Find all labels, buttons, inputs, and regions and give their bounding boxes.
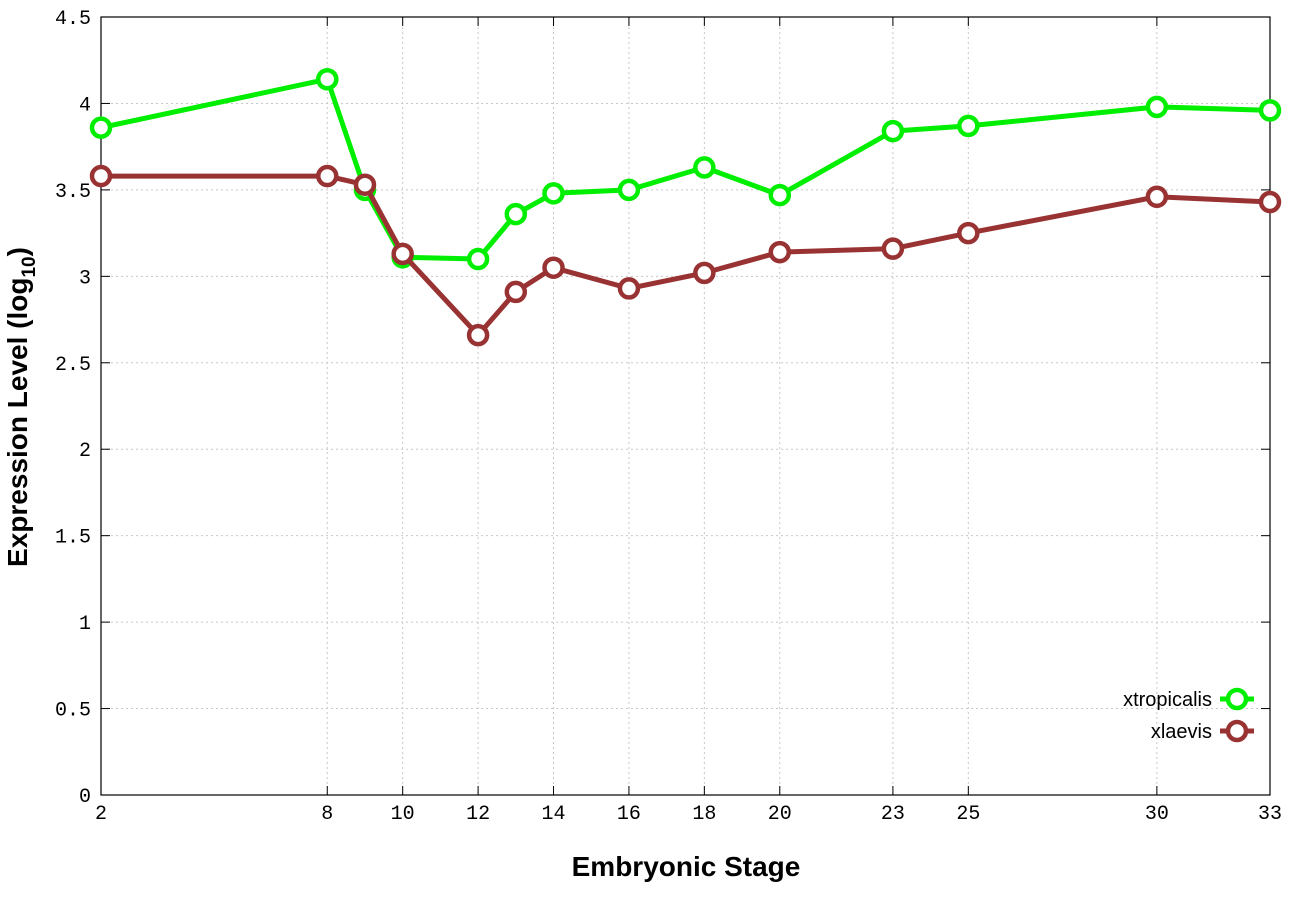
data-point-xtropicalis [466,247,490,271]
x-tick-label: 30 [1145,803,1169,826]
data-point-xlaevis [353,173,377,196]
legend: xtropicalis xlaevis [1123,687,1254,743]
series-xlaevis [89,164,1282,347]
data-point-xlaevis [316,164,339,188]
series-line-xtropicalis [100,76,1271,262]
data-point-xlaevis [1145,185,1169,209]
data-point-xlaevis [617,277,641,300]
data-point-xlaevis [768,240,792,264]
y-tick-label: 0.5 [55,700,91,723]
series-line-xlaevis [101,173,1271,338]
x-tick-label: 20 [768,803,792,826]
data-point-xlaevis [1258,190,1282,214]
series-xtropicalis [89,67,1282,271]
data-point-xtropicalis [957,114,980,138]
data-point-xlaevis [693,261,716,285]
y-tick-label: 1 [79,613,91,636]
y-axis-title-main: Expression Level (log [2,278,33,567]
x-tick-label: 14 [542,803,566,826]
y-axis-title-close: ) [2,247,33,256]
plot-frame [100,16,1271,796]
series-layer [89,67,1282,347]
y-tick-label: 2.5 [55,354,91,377]
grid-lines [101,17,1270,795]
data-point-xtropicalis [768,183,792,207]
legend-label: xlaevis [1151,721,1212,743]
data-point-xlaevis [466,323,490,347]
y-tick-label: 0 [79,786,91,809]
x-tick-label: 2 [95,803,107,826]
data-point-xtropicalis [1258,99,1282,122]
data-point-xlaevis [542,256,565,279]
data-point-xtropicalis [316,67,339,91]
data-point-xlaevis [504,280,528,304]
data-point-xtropicalis [617,178,641,202]
y-tick-label: 3.5 [55,181,91,204]
data-point-xtropicalis [881,119,905,143]
x-axis-title: Embryonic Stage [572,851,801,882]
y-tick-label: 2 [79,440,91,463]
x-tick-label: 18 [692,803,716,826]
y-axis-title-subscript: 10 [19,256,40,277]
legend-item-xtropicalis: xtropicalis [1123,687,1254,711]
x-tick-label: 33 [1258,803,1282,826]
data-point-xtropicalis [1145,95,1169,119]
data-point-xtropicalis [504,202,528,226]
x-tick-label: 25 [956,803,980,826]
data-point-xtropicalis [693,156,716,179]
y-tick-label: 3 [79,267,91,290]
data-point-xlaevis [957,221,980,245]
data-point-xlaevis [89,164,113,188]
y-tick-label: 4 [79,94,91,117]
legend-marker-swatch [1225,719,1249,743]
axis-ticks: 0 0.5 1 1.5 2 2.5 3 3.5 4 4.5 2 8 10 12 14 16 18 20 23 25 30… [55,8,1282,826]
legend-marker-swatch [1225,687,1249,711]
x-tick-label: 8 [321,803,333,826]
data-point-xtropicalis [542,182,565,205]
data-point-xtropicalis [89,116,113,139]
y-tick-label: 1.5 [55,527,91,550]
y-axis-title: Expression Level (log10) [2,247,40,567]
data-point-xlaevis [881,237,905,260]
data-point-xlaevis [391,242,414,266]
y-tick-label: 4.5 [55,8,91,31]
x-tick-label: 10 [391,803,415,826]
x-tick-label: 16 [617,803,641,826]
legend-item-xlaevis: xlaevis [1151,719,1254,743]
x-tick-label: 12 [466,803,490,826]
x-tick-label: 23 [881,803,905,826]
legend-label: xtropicalis [1123,689,1212,711]
